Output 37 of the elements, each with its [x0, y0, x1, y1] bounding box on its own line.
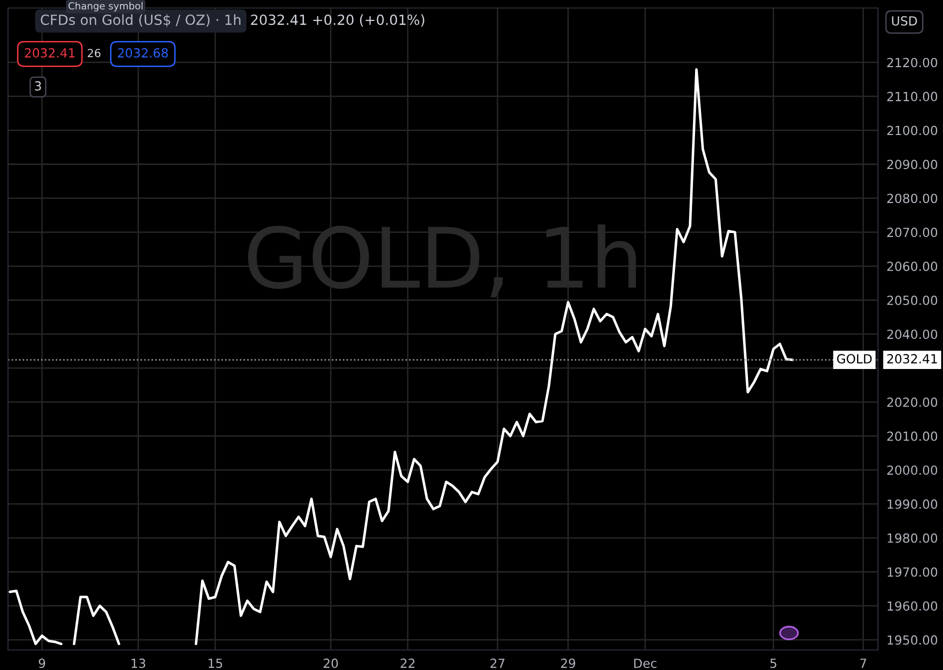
ref-line-label: GOLD — [837, 354, 872, 364]
annotation: 2032.68 — [118, 48, 168, 58]
annotation: 2032.41 +0.20 (+0.01%) — [251, 14, 424, 27]
y-tick-label: 2100.00 — [887, 126, 938, 136]
y-tick-label: 2010.00 — [887, 431, 938, 441]
y-tick-label: 2070.00 — [887, 228, 938, 238]
x-tick-label: Dec — [634, 658, 656, 668]
x-tick-label: 29 — [561, 658, 576, 668]
annotation: Change symbol — [68, 2, 143, 12]
y-tick-label: 1990.00 — [888, 499, 938, 509]
y-tick-label: 2040.00 — [887, 330, 938, 340]
chart-title: CFDs on Gold (US$ / OZ) · 1h — [40, 14, 240, 27]
x-tick-label: 9 — [38, 658, 46, 668]
x-tick-label: 15 — [208, 658, 222, 668]
y-tick-label: 2060.00 — [887, 262, 938, 272]
y-tick-label: 1950.00 — [888, 635, 938, 645]
x-tick-label: 27 — [490, 658, 504, 668]
x-tick-label: 5 — [770, 658, 776, 668]
text: 2032.41 — [887, 354, 937, 364]
annotation: 3 — [34, 81, 41, 91]
x-tick-label: 7 — [860, 658, 866, 668]
annotation: 26 — [88, 48, 100, 58]
y-tick-label: 2080.00 — [887, 194, 938, 204]
y-tick-label: 2050.00 — [887, 296, 938, 306]
y-tick-label: 1980.00 — [888, 533, 938, 543]
annotation: 2032.41 — [24, 48, 75, 58]
y-tick-label: 2000.00 — [887, 465, 938, 475]
y-tick-label: 2090.00 — [887, 160, 938, 170]
text: USD — [892, 16, 917, 26]
y-tick-label: 1960.00 — [888, 601, 938, 611]
y-tick-label: 2110.00 — [887, 92, 938, 102]
y-tick-label: 1970.00 — [888, 567, 938, 577]
x-tick-label: 20 — [324, 658, 338, 668]
x-tick-label: 13 — [132, 658, 146, 668]
y-tick-label: 2120.00 — [887, 58, 938, 68]
y-tick-label: 2020.00 — [887, 398, 938, 407]
x-tick-label: 22 — [400, 658, 414, 668]
